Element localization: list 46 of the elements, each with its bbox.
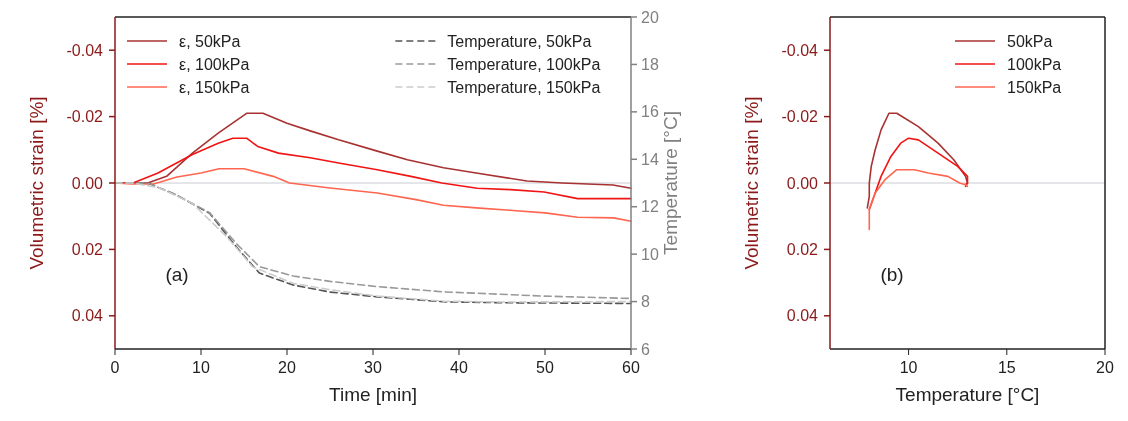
legend-label: Temperature, 100kPa xyxy=(447,55,601,73)
y2-tick-label: 12 xyxy=(641,198,659,216)
legend-label: 150kPa xyxy=(1007,78,1062,96)
y2-tick-label: 8 xyxy=(641,293,650,311)
legend-label: ε, 100kPa xyxy=(179,55,250,73)
x-tick-label: 60 xyxy=(622,359,640,376)
x-tick-label: 30 xyxy=(364,359,382,376)
line-series xyxy=(866,112,969,209)
y-tick-label: 0.04 xyxy=(71,307,104,325)
y-tick-label: 0.02 xyxy=(786,240,819,258)
legend-label: Temperature, 150kPa xyxy=(447,78,601,96)
annotation: (b) xyxy=(880,264,904,285)
legend-label: ε, 50kPa xyxy=(179,32,241,50)
y2-tick-label: 18 xyxy=(641,55,659,73)
y-tick-label: -0.02 xyxy=(66,108,104,126)
x-tick-label: 20 xyxy=(1096,359,1114,376)
y-tick-label: 0.04 xyxy=(786,307,819,325)
y-axis-title: Volumetric strain [%] xyxy=(741,96,762,270)
y-tick-label: 0.02 xyxy=(71,240,104,258)
x-tick-label: 10 xyxy=(899,359,918,376)
y-tick-label: 0.00 xyxy=(71,174,104,192)
x-tick-label: 40 xyxy=(450,359,468,376)
y2-tick-label: 6 xyxy=(641,340,650,358)
line-series xyxy=(868,168,969,231)
x-axis-title: Temperature [°C] xyxy=(895,384,1040,405)
legend-label: 50kPa xyxy=(1007,32,1053,50)
y-axis-title: Volumetric strain [%] xyxy=(26,96,47,270)
legend-label: Temperature, 50kPa xyxy=(447,32,592,50)
y2-axis-title: Temperature [°C] xyxy=(660,111,681,255)
y2-tick-label: 16 xyxy=(641,103,659,121)
annotation: (a) xyxy=(165,264,189,285)
legend-label: ε, 150kPa xyxy=(179,78,250,96)
x-axis-title: Time [min] xyxy=(329,384,417,405)
x-tick-label: 0 xyxy=(110,359,120,376)
x-tick-label: 20 xyxy=(278,359,296,376)
legend-label: 100kPa xyxy=(1007,55,1062,73)
y2-tick-label: 14 xyxy=(641,150,659,168)
x-tick-label: 15 xyxy=(997,359,1016,376)
y2-tick-label: 10 xyxy=(641,245,659,263)
y-tick-label: 0.00 xyxy=(786,174,819,192)
x-tick-label: 10 xyxy=(192,359,210,376)
y2-tick-label: 20 xyxy=(641,8,659,26)
y-tick-label: -0.04 xyxy=(781,41,819,59)
y-tick-label: -0.04 xyxy=(66,41,104,59)
x-tick-label: 50 xyxy=(536,359,554,376)
y-tick-label: -0.02 xyxy=(781,108,819,126)
